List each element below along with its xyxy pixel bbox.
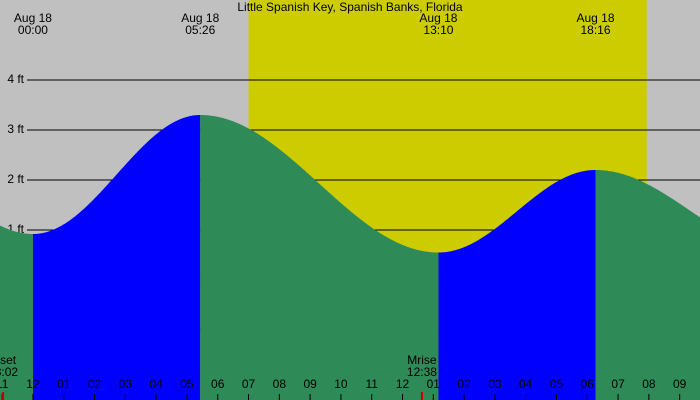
extreme-time: 00:00 <box>18 23 48 37</box>
x-tick-label: 03 <box>488 377 502 391</box>
falling-tide-area <box>200 115 439 400</box>
x-tick-label: 09 <box>303 377 317 391</box>
y-tick-label: 2 ft <box>7 172 24 186</box>
x-tick-label: 08 <box>273 377 287 391</box>
x-tick-label: 07 <box>611 377 625 391</box>
x-tick-label: 02 <box>88 377 102 391</box>
extreme-time: 13:10 <box>423 23 453 37</box>
extreme-time: 05:26 <box>185 23 215 37</box>
rising-tide-area <box>438 170 596 400</box>
x-tick-label: 01 <box>57 377 71 391</box>
moon-event-time: 23:02 <box>0 365 18 379</box>
moon-event-time: 12:38 <box>407 365 437 379</box>
extreme-date: Aug 18 <box>419 11 457 25</box>
rising-tide-area <box>32 115 201 400</box>
x-tick-label: 05 <box>180 377 194 391</box>
x-tick-label: 04 <box>519 377 533 391</box>
x-tick-label: 06 <box>581 377 595 391</box>
falling-tide-area <box>595 170 700 400</box>
x-tick-label: 07 <box>242 377 256 391</box>
falling-tide-area <box>0 225 33 400</box>
extreme-date: Aug 18 <box>576 11 614 25</box>
x-tick-label: 03 <box>119 377 133 391</box>
x-tick-label: 12 <box>396 377 410 391</box>
x-tick-label: 09 <box>673 377 687 391</box>
x-tick-label: 10 <box>334 377 348 391</box>
x-tick-label: 04 <box>149 377 163 391</box>
moon-event-label: Mrise <box>407 353 437 367</box>
x-tick-label: 12 <box>26 377 40 391</box>
x-tick-label: 11 <box>0 377 9 391</box>
x-tick-label: 01 <box>427 377 441 391</box>
x-tick-label: 06 <box>211 377 225 391</box>
moon-event-label: Mset <box>0 353 17 367</box>
y-tick-label: 4 ft <box>7 72 24 86</box>
extreme-date: Aug 18 <box>181 11 219 25</box>
extreme-date: Aug 18 <box>14 11 52 25</box>
x-tick-label: 02 <box>457 377 471 391</box>
x-tick-label: 08 <box>642 377 656 391</box>
x-tick-label: 11 <box>365 377 378 391</box>
x-tick-label: 05 <box>550 377 564 391</box>
y-tick-label: 3 ft <box>7 122 24 136</box>
extreme-time: 18:16 <box>580 23 610 37</box>
chart-title: Little Spanish Key, Spanish Banks, Flori… <box>237 0 463 14</box>
